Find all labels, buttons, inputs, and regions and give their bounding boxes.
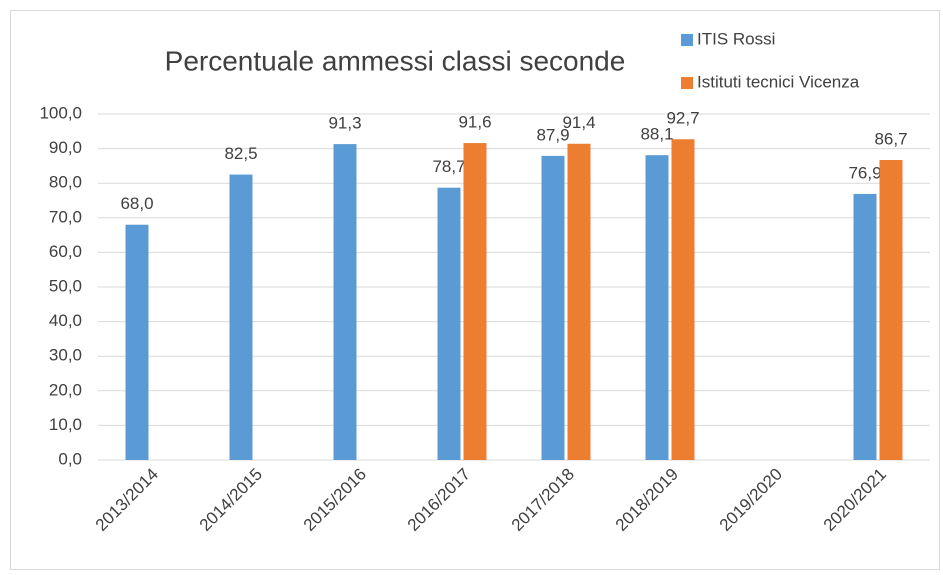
data-label: 68,0 (120, 194, 153, 213)
data-label: 82,5 (224, 144, 257, 163)
y-tick-label: 30,0 (49, 346, 82, 365)
y-tick-label: 90,0 (49, 138, 82, 157)
data-label: 86,7 (874, 130, 907, 149)
y-tick-label: 80,0 (49, 173, 82, 192)
bar (671, 139, 695, 460)
bar (541, 155, 565, 460)
y-tick-label: 100,0 (39, 103, 82, 122)
data-label: 91,6 (458, 113, 491, 132)
data-label: 87,9 (536, 125, 569, 144)
bar (853, 193, 877, 460)
y-tick-label: 50,0 (49, 276, 82, 295)
y-tick-label: 40,0 (49, 311, 82, 330)
chart-title: Percentuale ammessi classi seconde (165, 45, 626, 76)
y-tick-label: 20,0 (49, 380, 82, 399)
data-label: 88,1 (640, 125, 673, 144)
bar (229, 174, 253, 461)
bar (125, 224, 149, 460)
bar (437, 187, 461, 460)
bar (645, 155, 669, 460)
bar (463, 143, 487, 460)
legend-label: Istituti tecnici Vicenza (697, 72, 860, 91)
y-tick-label: 10,0 (49, 415, 82, 434)
data-label: 78,7 (432, 157, 465, 176)
data-label: 91,3 (328, 114, 361, 133)
data-label: 91,4 (562, 113, 595, 132)
y-tick-label: 70,0 (49, 207, 82, 226)
bar (333, 144, 357, 461)
y-tick-label: 60,0 (49, 242, 82, 261)
bar (567, 143, 591, 461)
y-tick-label: 0,0 (58, 449, 82, 468)
data-label: 76,9 (848, 163, 881, 182)
legend-label: ITIS Rossi (697, 29, 775, 48)
legend-swatch (681, 34, 693, 46)
data-label: 92,7 (666, 109, 699, 128)
bar (879, 160, 903, 460)
legend-swatch (681, 77, 693, 89)
